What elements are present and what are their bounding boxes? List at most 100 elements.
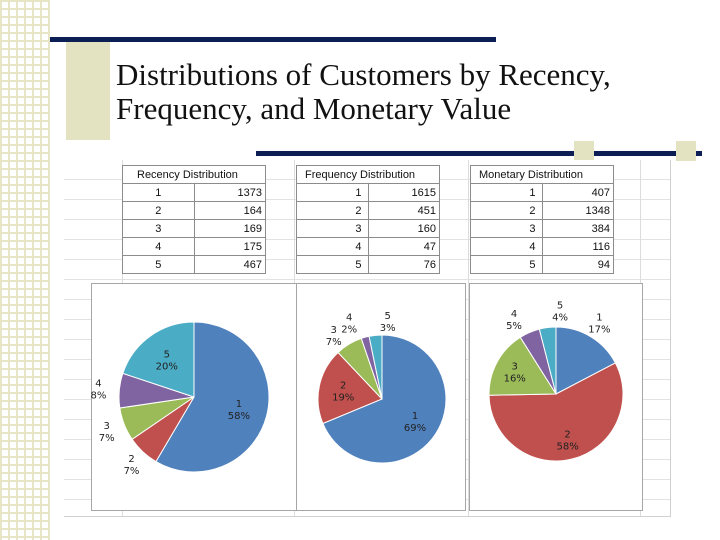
pie-slice-5	[368, 334, 383, 400]
table-cell-key: 3	[296, 219, 369, 238]
pie-slice-category: 2	[564, 429, 570, 440]
table-cell-value: 94	[541, 255, 614, 274]
pie-slice-percent: 7%	[326, 337, 342, 348]
frequency-pie-chart-box: 1 69% 2 19% 3 7% 4 2% 5 3%	[296, 283, 466, 511]
recency-pie-chart: 1 58%2 7%3 7%4 8%5 20%	[90, 321, 270, 477]
table-row: 3 384	[470, 219, 614, 238]
table-row: 2 1348	[470, 201, 614, 220]
table-cell-value: 76	[367, 255, 440, 274]
table-cell-value: 116	[541, 237, 614, 256]
table-cell-key: 5	[470, 255, 543, 274]
pie-slice-3	[488, 336, 557, 396]
table-cell-key: 4	[470, 237, 543, 256]
monetary-pie-chart-box: 1 17% 2 58% 3 16% 4 5% 5 4%	[469, 283, 643, 511]
table-row: 2 164	[122, 201, 266, 220]
recency-pie-chart-box: 1 58% 2 7% 3 7% 4 8% 5 20%	[90, 283, 297, 511]
pie-slice-label-1: 1 58%	[228, 399, 250, 422]
pie-slice-percent: 7%	[99, 433, 115, 444]
table-cell-value: 164	[193, 201, 266, 220]
pie-slice-percent: 69%	[404, 423, 426, 434]
table-cell-key: 4	[296, 237, 369, 256]
pie-slice-label-5: 5 3%	[380, 311, 396, 334]
pie-slice-percent: 3%	[380, 323, 396, 334]
table-row: 1 1373	[122, 183, 266, 202]
accent-square	[574, 141, 594, 161]
left-pattern	[0, 0, 50, 540]
bottom-accent-bar	[256, 151, 702, 156]
slide-title: Distributions of Customers by Recency, F…	[116, 58, 696, 126]
table-cell-value: 47	[367, 237, 440, 256]
table-row: 3 169	[122, 219, 266, 238]
pie-slice-label-3: 3 7%	[326, 325, 342, 348]
pie-slice-category: 1	[412, 411, 418, 422]
pie-slice-percent: 17%	[588, 324, 610, 335]
pie-slice-label-3: 3 16%	[504, 362, 526, 385]
pie-slice-percent: 4%	[552, 312, 568, 323]
table-row: 2 451	[296, 201, 440, 220]
pie-slice-label-5: 5 4%	[552, 300, 568, 323]
table-row: 4 175	[122, 237, 266, 256]
pie-slice-label-1: 1 69%	[404, 411, 426, 434]
pie-slice-category: 5	[557, 300, 563, 311]
table-cell-value: 1373	[193, 183, 266, 202]
pie-slice-1	[322, 334, 447, 464]
pie-slice-1	[555, 326, 617, 395]
pie-slice-label-4: 4 2%	[341, 313, 357, 336]
table-row: 4 116	[470, 237, 614, 256]
pie-slice-percent: 19%	[332, 393, 354, 404]
pie-slice-percent: 16%	[504, 374, 526, 385]
pie-slice-label-4: 4 8%	[90, 379, 106, 402]
recency-distribution-table: Recency Distribution 1 1373 2 164 3 169 4 17…	[122, 165, 266, 274]
pie-slice-category: 4	[511, 309, 517, 320]
table-cell-value: 169	[193, 219, 266, 238]
title-sidebar-block	[66, 38, 110, 140]
pie-slice-label-2: 2 7%	[124, 454, 140, 477]
pie-slice-category: 5	[164, 349, 170, 360]
pie-slice-percent: 20%	[156, 361, 178, 372]
pie-slice-5	[538, 326, 557, 395]
table-cell-value: 1348	[541, 201, 614, 220]
table-title: Monetary Distribution	[470, 165, 614, 184]
table-cell-key: 4	[122, 237, 195, 256]
pie-slice-percent: 7%	[124, 466, 140, 477]
pie-slice-percent: 5%	[506, 321, 522, 332]
table-title: Recency Distribution	[122, 165, 266, 184]
table-row: 5 467	[122, 255, 266, 274]
pie-slice-label-1: 1 17%	[588, 312, 610, 335]
table-cell-key: 1	[122, 183, 195, 202]
pie-slice-category: 2	[340, 381, 346, 392]
pie-slice-label-3: 3 7%	[99, 421, 115, 444]
table-title: Frequency Distribution	[296, 165, 440, 184]
table-row: 4 47	[296, 237, 440, 256]
slide-title-line: Frequency, and Monetary Value	[116, 91, 512, 126]
pie-slice-percent: 8%	[90, 391, 106, 402]
table-header-row: Frequency Distribution	[296, 165, 440, 184]
pie-slice-label-2: 2 58%	[556, 429, 578, 452]
pie-slice-label-4: 4 5%	[506, 309, 522, 332]
pie-slice-1	[155, 321, 270, 473]
pie-slice-category: 3	[512, 362, 518, 373]
frequency-pie-chart: 1 69% 2 19% 3 7%4 2% 5 3%	[317, 311, 447, 464]
table-cell-value: 384	[541, 219, 614, 238]
pie-slice-category: 3	[104, 421, 110, 432]
table-cell-value: 467	[193, 255, 266, 274]
table-cell-value: 1615	[367, 183, 440, 202]
table-cell-key: 1	[296, 183, 369, 202]
table-row: 5 76	[296, 255, 440, 274]
table-cell-value: 407	[541, 183, 614, 202]
table-row: 3 160	[296, 219, 440, 238]
monetary-pie-chart: 1 17% 2 58% 3 16% 4 5% 5 4%	[488, 300, 624, 462]
top-accent-bar	[50, 37, 496, 42]
table-row: 5 94	[470, 255, 614, 274]
pie-slice-label-2: 2 19%	[332, 381, 354, 404]
slide-title-line: Distributions of Customers by Recency,	[116, 57, 611, 92]
table-cell-value: 451	[367, 201, 440, 220]
pie-slice-2	[317, 351, 383, 425]
table-cell-value: 160	[367, 219, 440, 238]
table-cell-key: 5	[296, 255, 369, 274]
table-cell-key: 2	[122, 201, 195, 220]
table-header-row: Monetary Distribution	[470, 165, 614, 184]
table-cell-key: 3	[470, 219, 543, 238]
table-cell-key: 1	[470, 183, 543, 202]
